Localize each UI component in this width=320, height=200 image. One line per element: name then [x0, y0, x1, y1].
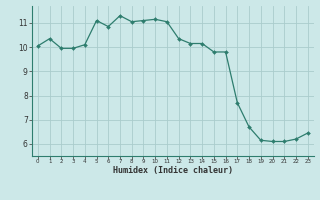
- X-axis label: Humidex (Indice chaleur): Humidex (Indice chaleur): [113, 166, 233, 175]
